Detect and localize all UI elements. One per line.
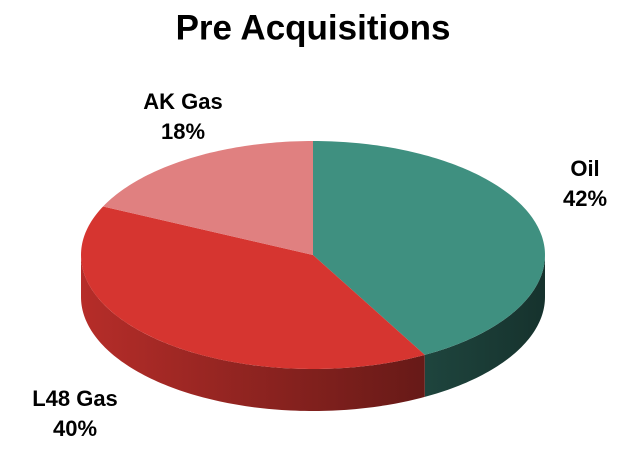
slice-value-label: 42% [563, 186, 607, 211]
slice [103, 141, 313, 255]
chart-title: Pre Acquisitions [176, 8, 451, 47]
slice-side [424, 255, 545, 397]
slice-label: L48 Gas [32, 386, 118, 411]
slice [313, 141, 545, 355]
slice-value-label: 18% [161, 119, 205, 144]
slice-label: AK Gas [143, 89, 222, 114]
slice [81, 206, 425, 369]
slice-value-label: 40% [53, 416, 97, 441]
slice-side [81, 255, 425, 411]
slice-label: Oil [570, 156, 599, 181]
